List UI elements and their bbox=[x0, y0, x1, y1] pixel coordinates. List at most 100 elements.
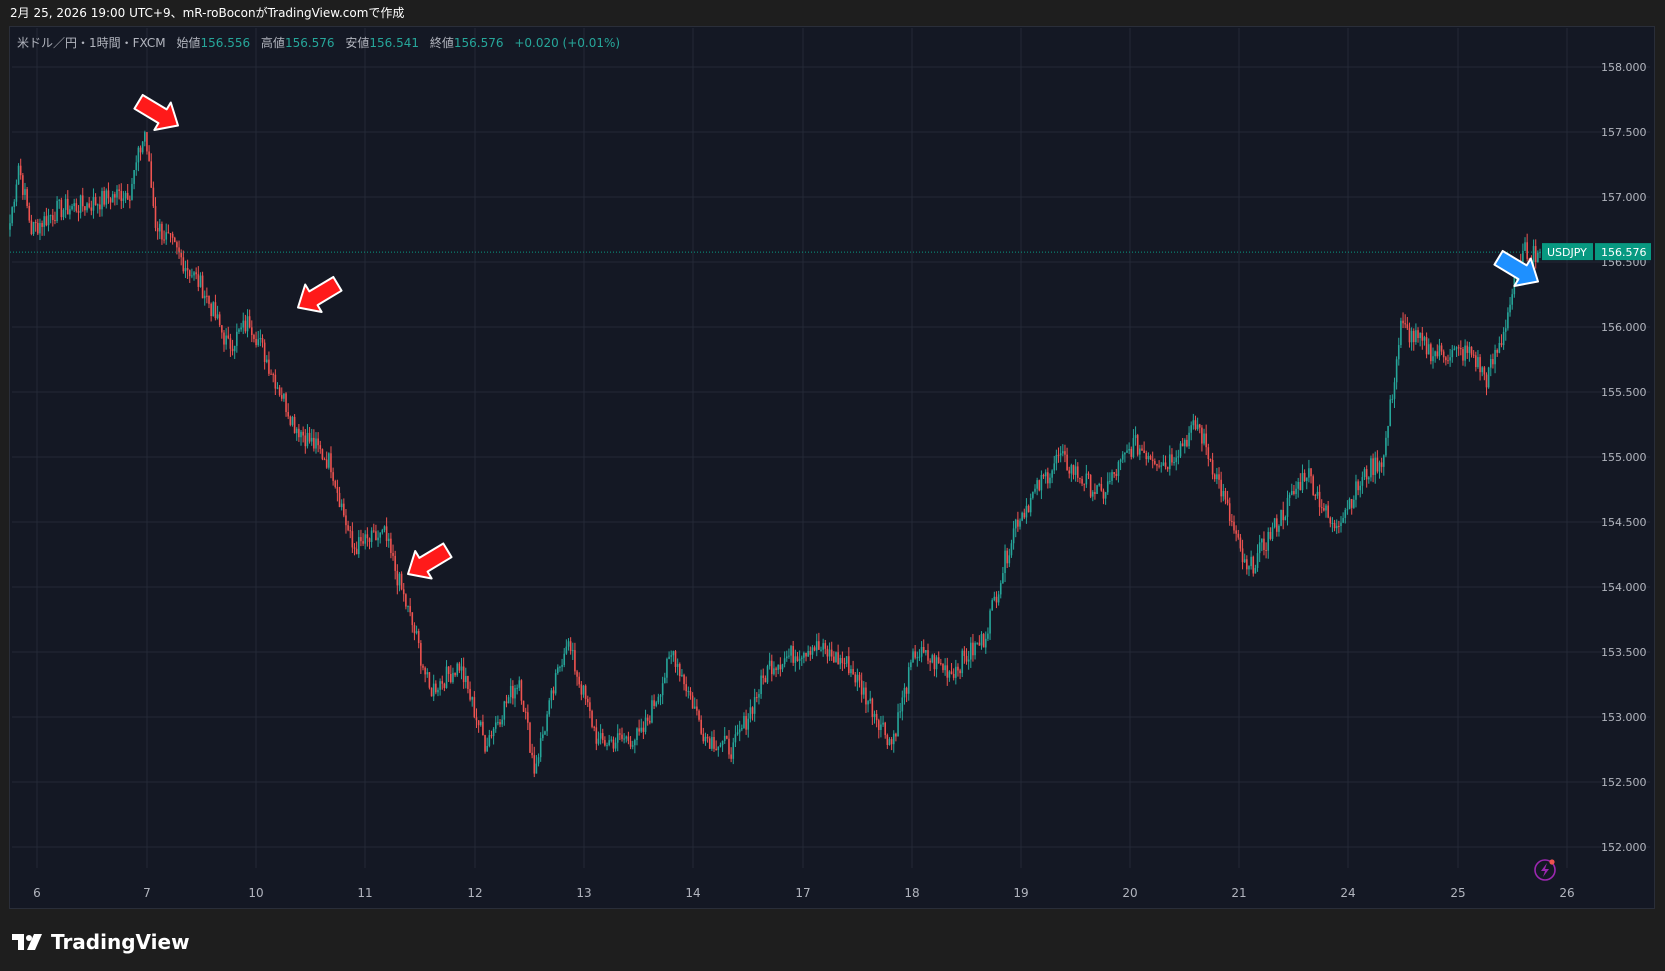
candle-body bbox=[1487, 367, 1490, 388]
candle-body bbox=[1102, 490, 1105, 499]
candle-body bbox=[918, 656, 921, 658]
candle-body bbox=[49, 215, 52, 217]
candle-body bbox=[486, 745, 488, 752]
candle-body bbox=[178, 247, 180, 253]
candle-body bbox=[310, 437, 313, 442]
lightning-icon[interactable] bbox=[1534, 859, 1556, 881]
candle-body bbox=[103, 191, 105, 205]
candle-body bbox=[1325, 505, 1327, 511]
candle-body bbox=[383, 526, 386, 530]
candle-body bbox=[355, 548, 358, 555]
y-tick-label: 157.500 bbox=[1601, 126, 1647, 139]
candle-body bbox=[343, 503, 345, 516]
candle-body bbox=[1275, 518, 1278, 532]
candle-body bbox=[1400, 320, 1402, 346]
tradingview-footer[interactable]: TradingView bbox=[12, 930, 190, 954]
candle-body bbox=[661, 683, 664, 696]
candle-body bbox=[1361, 477, 1364, 486]
x-tick-label: 14 bbox=[685, 886, 700, 900]
candle-body bbox=[734, 734, 737, 743]
y-tick-label: 158.000 bbox=[1601, 61, 1647, 74]
candle-body bbox=[494, 722, 497, 729]
candle-body bbox=[1109, 480, 1111, 482]
candle-body bbox=[935, 657, 938, 670]
candle-body bbox=[1027, 505, 1030, 513]
candle-body bbox=[1434, 351, 1436, 357]
candle-body bbox=[713, 737, 715, 749]
candle-body bbox=[955, 666, 957, 678]
candle-body bbox=[963, 650, 966, 656]
candle-body bbox=[229, 338, 232, 349]
candle-body bbox=[584, 685, 587, 699]
x-tick-label: 25 bbox=[1450, 886, 1465, 900]
x-tick-label: 11 bbox=[357, 886, 372, 900]
candle-body bbox=[764, 677, 767, 683]
candle-body bbox=[1453, 348, 1456, 351]
candle-body bbox=[1076, 466, 1079, 478]
candle-body bbox=[1363, 469, 1366, 478]
candle-body bbox=[907, 667, 910, 694]
candle-body bbox=[34, 222, 37, 224]
candle-body bbox=[460, 666, 463, 671]
candle-body bbox=[822, 643, 824, 650]
candle-body bbox=[830, 649, 833, 657]
candle-body bbox=[60, 199, 63, 218]
candle-body bbox=[732, 742, 735, 759]
candle-body bbox=[659, 695, 662, 697]
candle-body bbox=[719, 744, 722, 747]
candle-body bbox=[458, 663, 461, 671]
candle-body bbox=[490, 735, 493, 737]
candle-body bbox=[993, 596, 996, 601]
candle-body bbox=[785, 656, 788, 659]
candle-body bbox=[625, 736, 628, 739]
candle-body bbox=[507, 697, 510, 704]
candle-body bbox=[146, 132, 148, 152]
candle-body bbox=[1380, 462, 1383, 467]
candle-body bbox=[886, 735, 889, 745]
candle-body bbox=[193, 272, 195, 276]
candle-body bbox=[435, 683, 437, 693]
candle-body bbox=[1331, 523, 1334, 525]
candle-body bbox=[640, 727, 643, 732]
candle-body bbox=[1141, 448, 1143, 451]
time-axis: 6 7 10 11 12 13 14 17 18 19 20 21 24 25 26 bbox=[33, 886, 1574, 900]
candle-body bbox=[118, 189, 120, 191]
candle-body bbox=[167, 232, 170, 234]
candle-body bbox=[1025, 505, 1028, 518]
candle-body bbox=[636, 728, 638, 741]
candle-body bbox=[306, 432, 309, 447]
candle-body bbox=[471, 697, 474, 700]
candle-body bbox=[520, 680, 523, 701]
candle-body bbox=[37, 222, 39, 234]
candle-body bbox=[109, 198, 112, 203]
candle-body bbox=[1479, 357, 1481, 373]
candle-body bbox=[144, 132, 146, 142]
candle-body bbox=[413, 625, 416, 634]
candle-body bbox=[646, 717, 649, 721]
candle-body bbox=[385, 526, 388, 541]
chart-frame[interactable] bbox=[9, 26, 1655, 909]
candle-body bbox=[860, 680, 863, 695]
candle-body bbox=[623, 738, 625, 740]
candle-body bbox=[1284, 516, 1287, 521]
candle-body bbox=[807, 651, 809, 657]
candle-body bbox=[1074, 466, 1077, 475]
candle-body bbox=[1408, 328, 1411, 343]
candle-body bbox=[443, 683, 446, 688]
candle-body bbox=[477, 720, 480, 726]
candle-body bbox=[1051, 470, 1053, 478]
candle-body bbox=[334, 480, 337, 487]
candle-body bbox=[989, 610, 991, 634]
candle-body bbox=[321, 449, 324, 460]
x-tick-label: 10 bbox=[248, 886, 263, 900]
legend-close-value: 156.576 bbox=[453, 36, 504, 50]
candle-body bbox=[1290, 491, 1293, 495]
candle-body bbox=[1415, 330, 1417, 343]
candle-body bbox=[691, 695, 694, 709]
candle-body bbox=[328, 453, 330, 468]
candle-body bbox=[379, 532, 381, 538]
candle-body bbox=[1423, 337, 1426, 341]
candle-body bbox=[766, 666, 769, 683]
candle-body bbox=[1472, 354, 1475, 356]
